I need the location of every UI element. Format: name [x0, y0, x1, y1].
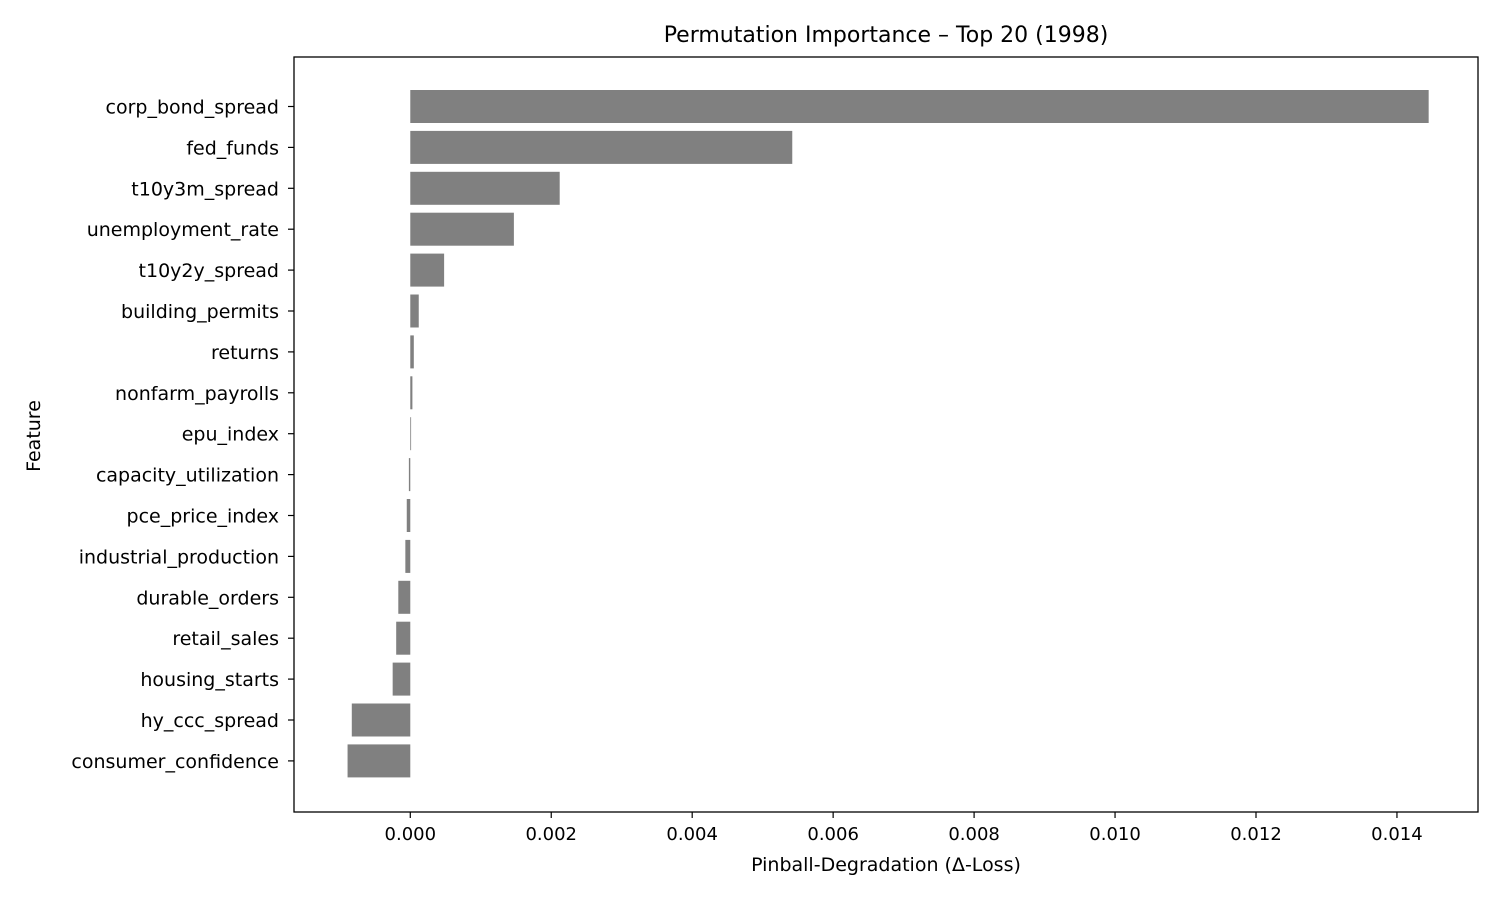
bar-group — [347, 90, 1429, 778]
bar-consumer-confidence — [347, 744, 411, 778]
bar-retail-sales — [396, 621, 411, 655]
bar-corp-bond-spread — [410, 90, 1429, 123]
x-tick-label: 0.000 — [385, 824, 437, 845]
y-tick-label: t10y2y_spread — [139, 260, 279, 282]
y-tick-label: returns — [211, 342, 279, 364]
y-tick-label: capacity_utilization — [96, 465, 279, 487]
y-tick-label: housing_starts — [140, 669, 279, 691]
bar-fed-funds — [410, 130, 793, 164]
y-tick-label: industrial_production — [79, 546, 279, 568]
y-tick-label: t10y3m_spread — [131, 178, 279, 200]
y-tick-label: building_permits — [121, 301, 279, 323]
y-tick-label: nonfarm_payrolls — [115, 383, 279, 405]
chart-title: Permutation Importance – Top 20 (1998) — [664, 23, 1109, 48]
bar-t10y2y-spread — [410, 253, 445, 287]
y-axis-ticks: corp_bond_spread fed_funds t10y3m_spreadun… — [71, 97, 294, 773]
y-tick-label: durable_orders — [136, 587, 279, 609]
y-axis-label: Feature — [23, 400, 45, 472]
plot-area-frame — [293, 56, 1479, 813]
bar-building-permits — [410, 294, 419, 328]
bar-epu-index — [410, 417, 412, 451]
x-axis-ticks: 0.000 0.002 0.004 0.006 0.008 0.010 0.012 0.014 — [385, 812, 1423, 845]
y-tick-label: hy_ccc_spread — [141, 710, 279, 732]
y-tick-label: unemployment_rate — [87, 219, 279, 241]
x-tick-label: 0.012 — [1230, 824, 1282, 845]
bar-housing-starts — [392, 662, 411, 696]
bar-unemployment-rate — [410, 212, 514, 246]
y-tick-label: corp_bond_spread — [106, 97, 279, 119]
y-tick-label: pce_price_index — [127, 506, 279, 528]
x-tick-label: 0.002 — [525, 824, 577, 845]
x-tick-label: 0.006 — [807, 824, 859, 845]
bar-returns — [410, 335, 414, 369]
y-tick-label: consumer_confidence — [71, 751, 279, 773]
y-tick-label: epu_index — [182, 424, 279, 446]
bar-hy-ccc-spread — [351, 703, 411, 737]
bar-t10y3m-spread — [410, 171, 560, 205]
x-tick-label: 0.004 — [666, 824, 718, 845]
bar-nonfarm-payrolls — [410, 376, 413, 410]
bar-industrial-production — [405, 539, 411, 573]
x-axis-label: Pinball-Degradation (Δ-Loss) — [751, 854, 1021, 876]
y-tick-label: retail_sales — [172, 628, 279, 650]
bar-capacity-utilization — [408, 458, 411, 492]
x-tick-label: 0.010 — [1089, 824, 1141, 845]
y-tick-label: fed_funds — [186, 137, 279, 159]
x-tick-label: 0.014 — [1371, 824, 1423, 845]
bar-durable-orders — [398, 580, 411, 614]
bar-pce-price-index — [406, 499, 411, 532]
x-tick-label: 0.008 — [948, 824, 1000, 845]
